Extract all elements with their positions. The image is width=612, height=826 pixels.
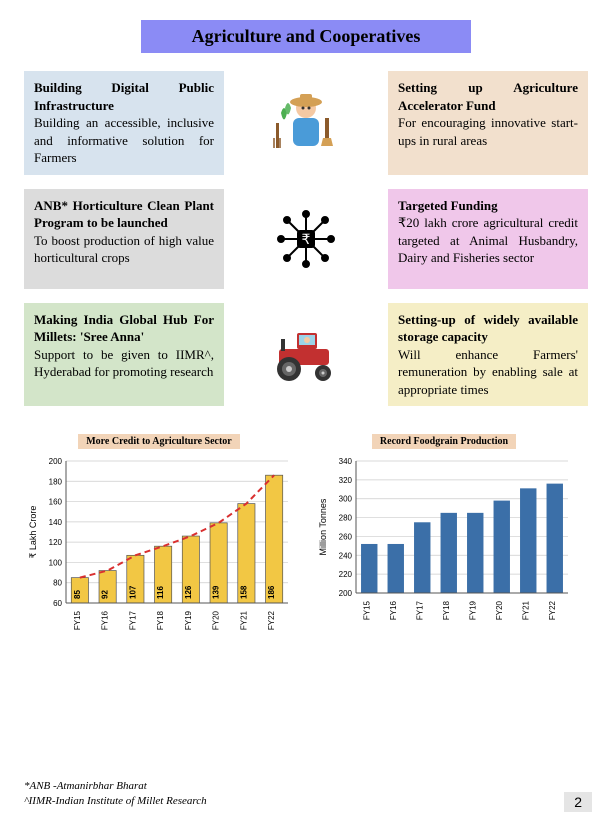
charts-row: More Credit to Agriculture Sector 60 80 10… (24, 434, 588, 645)
card-targeted-funding: Targeted Funding ₹20 lakh crore agricult… (388, 189, 588, 289)
footnote-line: *ANB -Atmanirbhar Bharat (24, 779, 207, 793)
card-body: For encouraging innovative start-ups in … (398, 114, 578, 149)
card-body: Support to be given to IIMR^, Hyderabad … (34, 346, 214, 381)
farmer-icon (266, 71, 346, 175)
chart-credit: More Credit to Agriculture Sector 60 80 10… (24, 434, 294, 645)
svg-text:FY15: FY15 (73, 611, 82, 631)
svg-text:FY16: FY16 (101, 611, 110, 631)
card-millets: Making India Global Hub For Millets: 'Sr… (24, 303, 224, 407)
chart-title: Record Foodgrain Production (372, 434, 516, 449)
card-title: ANB* Horticulture Clean Plant Program to… (34, 197, 214, 232)
card-title: Targeted Funding (398, 197, 578, 215)
svg-text:80: 80 (53, 579, 62, 588)
rupee-network-icon: ₹ (266, 189, 346, 289)
svg-text:FY20: FY20 (212, 611, 221, 631)
svg-text:320: 320 (339, 476, 353, 485)
svg-text:FY16: FY16 (389, 601, 398, 621)
svg-text:180: 180 (49, 478, 63, 487)
card-body: To boost production of high value hortic… (34, 232, 214, 267)
svg-text:FY15: FY15 (362, 601, 371, 621)
svg-text:200: 200 (49, 457, 63, 466)
svg-text:260: 260 (339, 533, 353, 542)
card-accelerator-fund: Setting up Agriculture Accelerator Fund … (388, 71, 588, 175)
svg-text:FY21: FY21 (239, 611, 248, 631)
card-digital-infra: Building Digital Public Infrastructure B… (24, 71, 224, 175)
svg-text:FY19: FY19 (184, 611, 193, 631)
svg-text:107: 107 (128, 586, 137, 600)
page-number: 2 (564, 792, 592, 812)
info-cards-grid: Building Digital Public Infrastructure B… (24, 71, 588, 406)
card-horticulture: ANB* Horticulture Clean Plant Program to… (24, 189, 224, 289)
svg-text:126: 126 (184, 586, 193, 600)
svg-text:200: 200 (339, 589, 353, 598)
svg-text:FY22: FY22 (267, 611, 276, 631)
svg-text:186: 186 (267, 586, 276, 600)
svg-text:139: 139 (212, 586, 221, 600)
card-title: Building Digital Public Infrastructure (34, 79, 214, 114)
svg-text:₹ Lakh Crore: ₹ Lakh Crore (28, 506, 38, 559)
svg-text:158: 158 (239, 586, 248, 600)
card-body: Will enhance Farmers' remuneration by en… (398, 346, 578, 399)
tractor-icon (266, 303, 346, 407)
svg-text:Million Tonnes: Million Tonnes (318, 499, 328, 556)
svg-text:FY18: FY18 (156, 611, 165, 631)
footnote-line: ^IIMR-Indian Institute of Millet Researc… (24, 794, 207, 808)
svg-text:FY19: FY19 (468, 601, 477, 621)
chart-foodgrain: Record Foodgrain Production 200 220 240 260… (314, 434, 574, 635)
svg-text:FY22: FY22 (548, 601, 557, 621)
svg-text:140: 140 (49, 518, 63, 527)
card-title: Making India Global Hub For Millets: 'Sr… (34, 311, 214, 346)
svg-text:340: 340 (339, 457, 353, 466)
svg-text:160: 160 (49, 498, 63, 507)
svg-text:FY18: FY18 (442, 601, 451, 621)
svg-text:60: 60 (53, 599, 62, 608)
card-title: Setting-up of widely available storage c… (398, 311, 578, 346)
svg-text:₹: ₹ (302, 231, 311, 247)
svg-text:300: 300 (339, 495, 353, 504)
svg-text:92: 92 (101, 590, 110, 599)
svg-text:280: 280 (339, 514, 353, 523)
svg-text:100: 100 (49, 559, 63, 568)
svg-text:FY21: FY21 (521, 601, 530, 621)
svg-text:FY17: FY17 (415, 601, 424, 621)
svg-text:85: 85 (73, 590, 82, 599)
svg-text:FY20: FY20 (495, 601, 504, 621)
svg-text:240: 240 (339, 552, 353, 561)
footnotes: *ANB -Atmanirbhar Bharat ^IIMR-Indian In… (24, 779, 207, 808)
svg-text:116: 116 (156, 586, 165, 599)
svg-text:FY17: FY17 (128, 611, 137, 631)
svg-text:220: 220 (339, 571, 353, 580)
card-body: ₹20 lakh crore agricultural credit targe… (398, 214, 578, 267)
chart-title: More Credit to Agriculture Sector (78, 434, 240, 449)
card-storage: Setting-up of widely available storage c… (388, 303, 588, 407)
card-title: Setting up Agriculture Accelerator Fund (398, 79, 578, 114)
page-banner: Agriculture and Cooperatives (141, 20, 471, 53)
card-body: Building an accessible, inclusive and in… (34, 114, 214, 167)
svg-text:120: 120 (49, 539, 63, 548)
